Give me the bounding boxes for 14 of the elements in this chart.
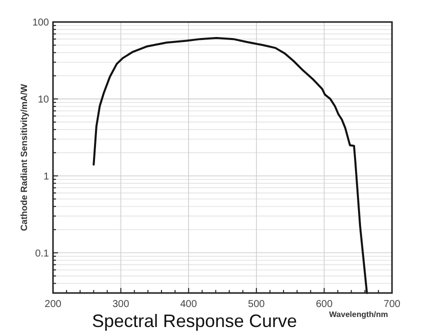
x-tick-label: 500 bbox=[248, 299, 266, 310]
x-axis-title: Wavelength/nm bbox=[329, 310, 388, 319]
x-tick-label: 700 bbox=[384, 299, 401, 310]
y-tick-label: 1 bbox=[43, 171, 50, 182]
text: Spectral Response Curve bbox=[92, 311, 298, 331]
x-tick-label: 400 bbox=[180, 299, 198, 310]
x-tick-label: 300 bbox=[112, 299, 130, 310]
y-axis-title: Cathode Radiant Sensitivity/mA/W bbox=[19, 83, 29, 232]
x-tick-label: 200 bbox=[44, 299, 62, 310]
y-tick-label: 0.1 bbox=[35, 248, 50, 260]
y-tick-label: 10 bbox=[38, 94, 50, 106]
line-series bbox=[92, 36, 368, 294]
x-tick-label: 600 bbox=[316, 299, 333, 310]
y-tick-label: 100 bbox=[32, 18, 50, 28]
